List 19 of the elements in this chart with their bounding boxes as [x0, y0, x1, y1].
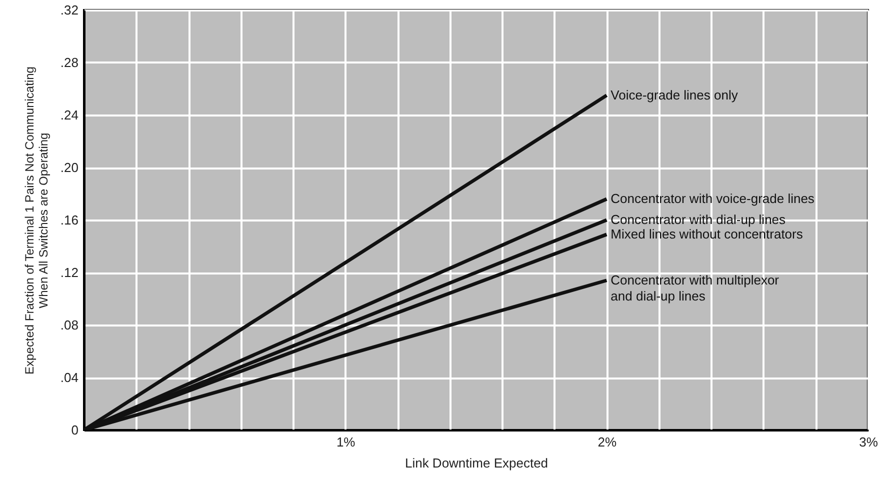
- y-tick-label: .32: [60, 2, 78, 18]
- y-tick-label: .28: [60, 55, 78, 70]
- series-label: Mixed lines without concentrators: [610, 226, 804, 242]
- series-label: Voice-grade lines only: [610, 87, 738, 102]
- x-axis-title: Link Downtime Expected: [404, 456, 548, 470]
- series-label: Concentrator with dial-up lines: [610, 212, 786, 227]
- y-tick-label: .16: [60, 212, 78, 228]
- y-tick-label: .12: [60, 265, 78, 280]
- x-tick-label: 1%: [336, 434, 356, 450]
- y-tick-label: 0: [71, 422, 78, 438]
- y-tick-label: .20: [60, 160, 78, 175]
- x-tick-label: 2%: [598, 434, 617, 450]
- y-tick-label: .24: [60, 108, 78, 122]
- y-tick-label: .04: [60, 370, 78, 385]
- y-axis-title: Expected Fraction of Terminal 1 Pairs Not Communicating When All Switches are Operating: [22, 66, 50, 374]
- series-label: Concentrator with voice-grade lines: [610, 191, 815, 206]
- y-tick-label: .08: [60, 318, 78, 332]
- series-label: Concentrator with multiplexor and dial-up lines: [610, 272, 780, 304]
- x-tick-label: 3%: [859, 434, 878, 450]
